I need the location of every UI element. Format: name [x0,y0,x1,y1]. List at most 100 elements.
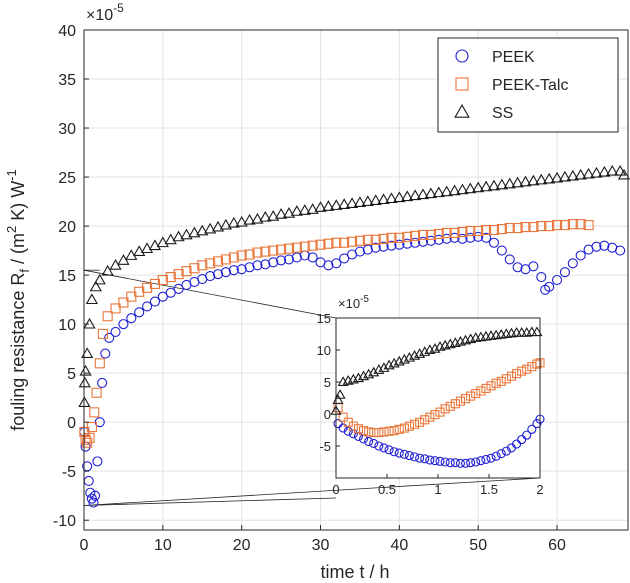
data-point [331,258,342,269]
data-point [236,250,247,261]
x-tick-label: 0 [80,537,89,554]
data-point [544,221,555,232]
data-point [110,326,121,338]
data-point [91,387,102,398]
data-point [386,240,397,251]
data-point [559,267,570,278]
inset-data-point [425,412,435,422]
legend-label-peek-talc: PEEK-Talc [492,77,568,94]
data-point [575,219,586,230]
data-point [481,224,492,236]
data-point [465,225,476,237]
legend-label-ss: SS [492,105,513,122]
x-axis-title: time t / h [320,562,389,582]
data-point [244,262,255,273]
data-point [386,232,397,243]
data-point [567,219,578,230]
data-point [283,243,295,254]
series-peek [79,231,626,508]
inset-data-point [379,427,389,437]
inset-data-point [430,410,440,420]
data-point [544,281,555,292]
data-point [86,422,97,433]
data-point [559,220,570,231]
data-point [511,176,524,188]
inset-x-tick-label: 0.5 [378,482,396,497]
data-point [211,220,225,232]
data-point [385,192,398,204]
inset-data-point [532,419,542,429]
y-axis-title: fouling resistance Rf / (m2 K) W-1 [4,169,32,431]
data-point [417,236,429,247]
inset-exponent-label: ×10-5 [338,294,369,311]
inset-data-point [466,391,476,401]
data-point [347,236,358,247]
data-point [370,242,381,253]
inset-data-point [486,453,496,463]
inset-data-point [517,435,527,445]
data-point [118,297,129,308]
data-point [550,171,564,183]
data-point [504,222,515,234]
inset-data-point [440,404,450,414]
data-point [181,266,192,277]
zoom-line-bottom-right [83,477,541,506]
inset-data-point [420,415,430,425]
data-point [165,287,176,298]
data-point [512,222,523,234]
data-point [274,208,288,219]
inset-data-point [374,441,384,451]
data-point [212,269,224,280]
inset-data-point [409,419,420,429]
inset-data-point [379,443,389,453]
data-point [173,283,184,294]
data-point [100,348,111,359]
data-point [488,237,500,248]
data-point [228,252,239,263]
data-point [101,264,114,276]
inset-data-point [384,445,394,455]
data-point [495,178,508,190]
data-point [417,229,429,240]
y-tick-label: -5 [62,464,76,481]
inset-data-point [440,457,450,467]
data-point [473,231,484,242]
data-point [89,407,100,418]
data-point [567,258,578,269]
inset-data-point [496,376,506,386]
data-point [481,232,492,243]
data-point [79,364,92,376]
data-point [180,228,193,240]
data-point [276,244,287,255]
inset-data-point [435,456,445,466]
data-point [425,235,436,246]
data-point [268,257,279,268]
data-point [260,246,271,257]
data-point [345,197,359,208]
inset-data-point [476,456,486,466]
data-point [244,249,255,260]
data-point [172,230,185,242]
data-point [402,238,413,249]
inset-x-tick-label: 1 [434,482,441,497]
data-point [88,497,99,508]
inset-data-point [394,448,404,458]
data-point [205,271,216,282]
inset-data-point [455,458,465,468]
inset-y-tick-label: 5 [324,375,331,390]
inset-data-point [460,394,471,404]
data-point [551,220,563,231]
inset-data-point [450,458,460,468]
inset-data-point [409,452,420,462]
data-point [527,174,540,186]
data-point [583,220,594,231]
data-point [520,222,531,233]
y-tick-label: 15 [58,268,76,285]
data-point [448,184,461,196]
data-point [323,238,334,249]
data-point [196,224,209,236]
data-point [551,274,563,286]
data-point [473,225,484,237]
data-point [142,282,153,293]
inset-data-point [491,451,501,461]
